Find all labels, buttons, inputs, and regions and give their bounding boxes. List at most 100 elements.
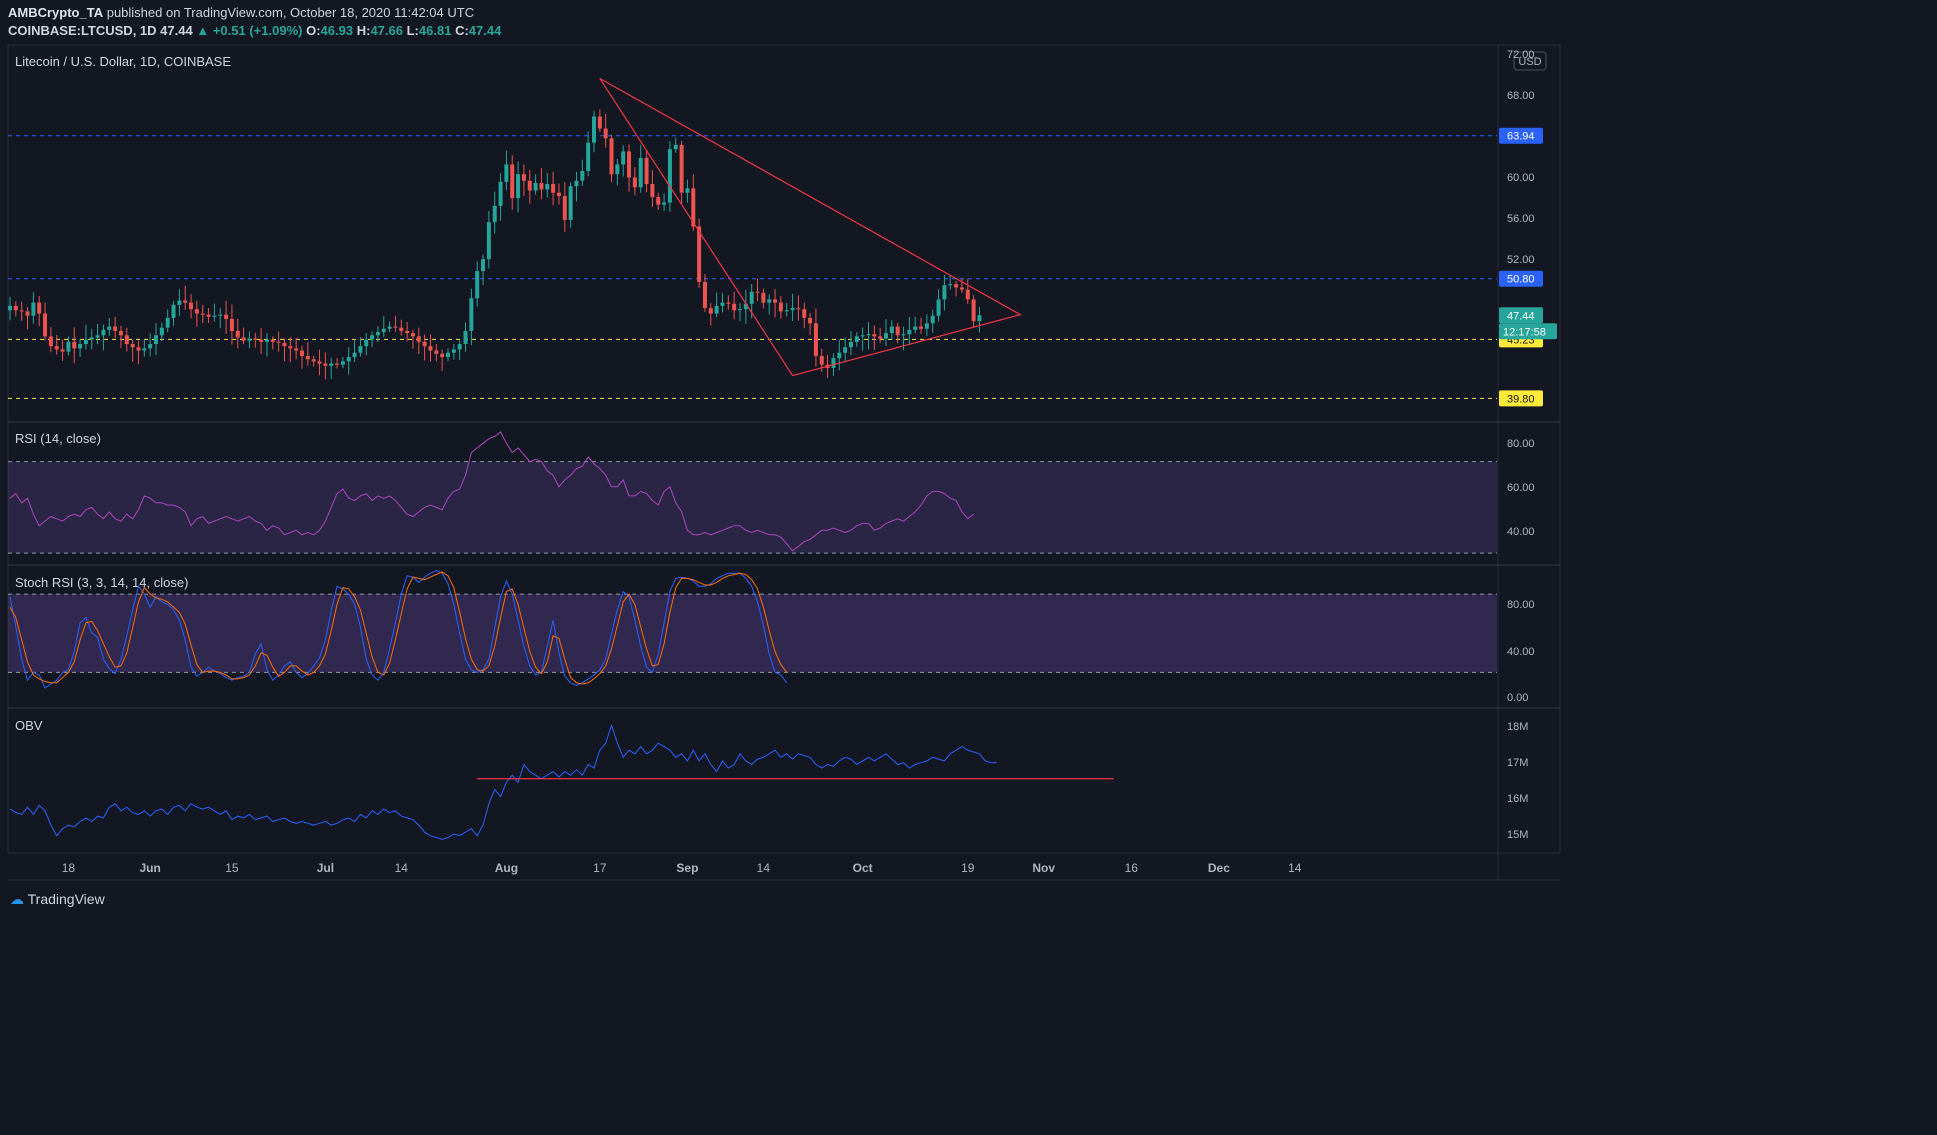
candle[interactable] — [130, 339, 135, 362]
candle[interactable] — [101, 324, 106, 351]
candle[interactable] — [393, 315, 398, 332]
candle[interactable] — [895, 322, 900, 343]
candle[interactable] — [375, 326, 380, 343]
obv-line[interactable] — [9, 723, 998, 840]
candle[interactable] — [410, 329, 415, 349]
candle[interactable] — [889, 320, 894, 340]
candle[interactable] — [136, 341, 141, 365]
candle[interactable] — [352, 339, 357, 363]
candle[interactable] — [370, 331, 375, 348]
candle[interactable] — [884, 319, 888, 346]
candle[interactable] — [954, 280, 959, 297]
candle[interactable] — [813, 308, 818, 367]
candle[interactable] — [358, 336, 363, 357]
candle[interactable] — [977, 306, 982, 333]
candlestick-series[interactable] — [8, 109, 982, 380]
candle[interactable] — [761, 288, 766, 309]
candle[interactable] — [527, 169, 532, 204]
candle[interactable] — [25, 307, 30, 330]
candle[interactable] — [959, 278, 964, 293]
candle[interactable] — [189, 294, 194, 319]
candle[interactable] — [738, 303, 742, 322]
candle[interactable] — [346, 347, 351, 375]
candle[interactable] — [446, 348, 450, 362]
candle[interactable] — [516, 161, 521, 213]
candle[interactable] — [603, 113, 608, 148]
candle[interactable] — [673, 137, 678, 153]
candle[interactable] — [743, 289, 748, 324]
stoch-d-line[interactable] — [9, 571, 788, 685]
candle[interactable] — [685, 179, 690, 203]
candle[interactable] — [790, 293, 795, 321]
candle[interactable] — [592, 110, 596, 153]
candle[interactable] — [498, 173, 503, 221]
candle[interactable] — [679, 140, 684, 205]
candle[interactable] — [422, 334, 427, 361]
candle[interactable] — [154, 322, 158, 356]
candle[interactable] — [708, 303, 713, 326]
candle[interactable] — [60, 339, 65, 361]
candle[interactable] — [235, 318, 240, 349]
candle[interactable] — [142, 339, 147, 357]
candle[interactable] — [638, 144, 643, 193]
candle[interactable] — [177, 289, 182, 316]
candle[interactable] — [854, 332, 859, 347]
candle[interactable] — [416, 327, 421, 354]
chart-area[interactable]: Litecoin / U.S. Dollar, 1D, COINBASE RSI… — [0, 0, 1568, 919]
candle[interactable] — [521, 164, 526, 196]
obv-y-axis[interactable]: 18M 17M 16M 15M — [1507, 721, 1528, 841]
candle[interactable] — [778, 296, 783, 319]
candle[interactable] — [329, 357, 334, 379]
candle[interactable] — [562, 182, 567, 232]
candle[interactable] — [124, 327, 129, 352]
candle[interactable] — [247, 331, 252, 349]
candle[interactable] — [848, 331, 853, 356]
candle[interactable] — [165, 309, 170, 333]
candle[interactable] — [340, 357, 345, 369]
candle[interactable] — [697, 218, 702, 288]
candle[interactable] — [259, 328, 264, 354]
candle[interactable] — [539, 168, 544, 200]
candle[interactable] — [253, 332, 258, 348]
candle[interactable] — [662, 193, 667, 211]
candle[interactable] — [335, 358, 340, 369]
candle[interactable] — [627, 144, 632, 192]
publisher-name[interactable]: AMBCrypto_TA — [8, 5, 104, 20]
candle[interactable] — [241, 327, 246, 345]
obv-indicator[interactable] — [9, 723, 1114, 840]
candle[interactable] — [457, 340, 462, 360]
candle[interactable] — [948, 275, 953, 290]
candle[interactable] — [574, 171, 579, 202]
candle[interactable] — [317, 349, 322, 376]
candle[interactable] — [305, 341, 310, 366]
candle[interactable] — [726, 295, 731, 310]
candle[interactable] — [586, 131, 591, 177]
candle[interactable] — [609, 134, 614, 183]
candle[interactable] — [971, 295, 976, 329]
candle[interactable] — [913, 316, 918, 334]
candle[interactable] — [936, 289, 941, 322]
stoch-k-line[interactable] — [9, 570, 788, 689]
rsi-indicator[interactable] — [8, 431, 1497, 554]
candle[interactable] — [434, 344, 439, 362]
candle[interactable] — [486, 210, 491, 269]
candle[interactable] — [270, 336, 275, 350]
candle[interactable] — [773, 289, 778, 318]
candle[interactable] — [878, 327, 883, 343]
candle[interactable] — [282, 338, 287, 362]
candle[interactable] — [72, 327, 77, 364]
candle[interactable] — [632, 167, 637, 196]
candle[interactable] — [95, 323, 100, 345]
candle[interactable] — [533, 174, 538, 195]
candle[interactable] — [802, 302, 807, 329]
candle[interactable] — [907, 316, 912, 345]
candle[interactable] — [843, 337, 848, 363]
rsi-y-axis[interactable]: 80.00 60.00 40.00 — [1507, 438, 1535, 538]
candle[interactable] — [463, 322, 468, 352]
candle[interactable] — [294, 338, 299, 360]
candle[interactable] — [808, 313, 813, 336]
candle[interactable] — [475, 261, 480, 307]
candle[interactable] — [428, 334, 433, 362]
candle[interactable] — [206, 308, 211, 323]
candle[interactable] — [229, 304, 234, 345]
